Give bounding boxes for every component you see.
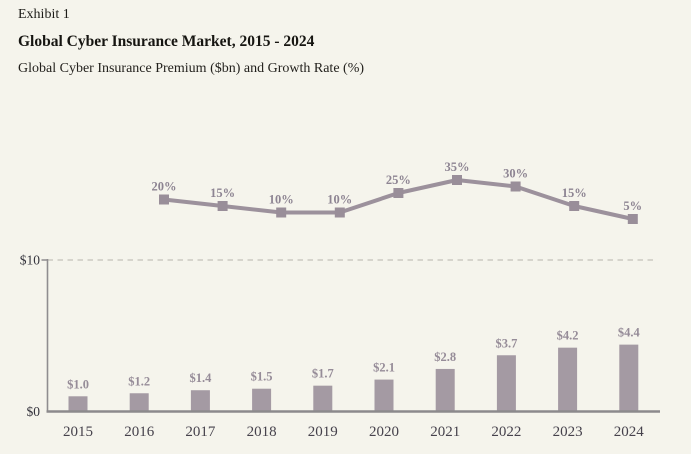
x-axis-label-2017: 2017 — [185, 424, 216, 440]
x-axis-label-2023: 2023 — [553, 424, 583, 440]
growth-label-2018: 10% — [269, 193, 294, 207]
x-axis-label-2018: 2018 — [247, 424, 277, 440]
y-axis-label-bottom: $0 — [27, 404, 41, 419]
growth-label-2024: 5% — [623, 199, 642, 213]
bar-value-label-2024: $4.4 — [618, 326, 641, 340]
growth-marker-2016 — [159, 194, 169, 205]
bar-value-label-2020: $2.1 — [373, 361, 395, 375]
growth-marker-2020 — [393, 188, 404, 198]
bar-2024 — [619, 344, 639, 412]
bar-2018 — [252, 388, 272, 412]
x-axis-label-2019: 2019 — [308, 424, 338, 440]
growth-label-2016: 20% — [152, 180, 177, 194]
bar-2019 — [313, 385, 333, 412]
x-axis-label-2022: 2022 — [491, 424, 521, 440]
bar-2021 — [435, 368, 455, 412]
bar-2015 — [68, 396, 88, 412]
bar-2020 — [374, 379, 394, 412]
bar-value-label-2022: $3.7 — [495, 336, 517, 350]
bar-value-label-2015: $1.0 — [67, 377, 89, 391]
bar-2022 — [496, 355, 516, 412]
chart-subtitle: Global Cyber Insurance Premium ($bn) and… — [18, 60, 365, 76]
bar-2023 — [558, 347, 578, 412]
growth-label-2019: 10% — [327, 193, 352, 207]
growth-label-2017: 15% — [210, 186, 235, 200]
x-axis-label-2015: 2015 — [63, 424, 93, 440]
bar-value-label-2018: $1.5 — [251, 370, 273, 384]
chart-header: Exhibit 1 Global Cyber Insurance Market,… — [18, 4, 364, 76]
x-axis-label-2016: 2016 — [124, 424, 155, 440]
x-axis-label-2021: 2021 — [430, 424, 460, 440]
growth-marker-2022 — [510, 181, 521, 192]
x-axis-label-2024: 2024 — [614, 424, 645, 440]
x-axis-label-2020: 2020 — [369, 424, 399, 440]
bar-value-label-2023: $4.2 — [557, 329, 579, 343]
growth-label-2020: 25% — [386, 173, 411, 187]
bar-2016 — [129, 393, 149, 412]
growth-marker-2024 — [627, 214, 638, 224]
growth-marker-2023 — [569, 201, 580, 211]
growth-marker-2018 — [276, 207, 287, 218]
chart-title: Global Cyber Insurance Market, 2015 - 20… — [18, 33, 315, 50]
growth-marker-2021 — [452, 175, 462, 185]
bar-value-label-2017: $1.4 — [189, 371, 212, 385]
bar-2017 — [190, 390, 210, 412]
bar-value-label-2016: $1.2 — [128, 374, 150, 388]
y-axis-label-top: $10 — [20, 253, 41, 268]
exhibit-label: Exhibit 1 — [18, 7, 70, 22]
growth-marker-2017 — [217, 201, 228, 211]
growth-label-2022: 30% — [503, 167, 528, 181]
growth-marker-2019 — [334, 207, 345, 218]
growth-label-2023: 15% — [562, 186, 587, 200]
bar-value-label-2021: $2.8 — [434, 350, 456, 364]
bar-value-label-2019: $1.7 — [312, 367, 334, 381]
growth-label-2021: 35% — [445, 160, 470, 174]
